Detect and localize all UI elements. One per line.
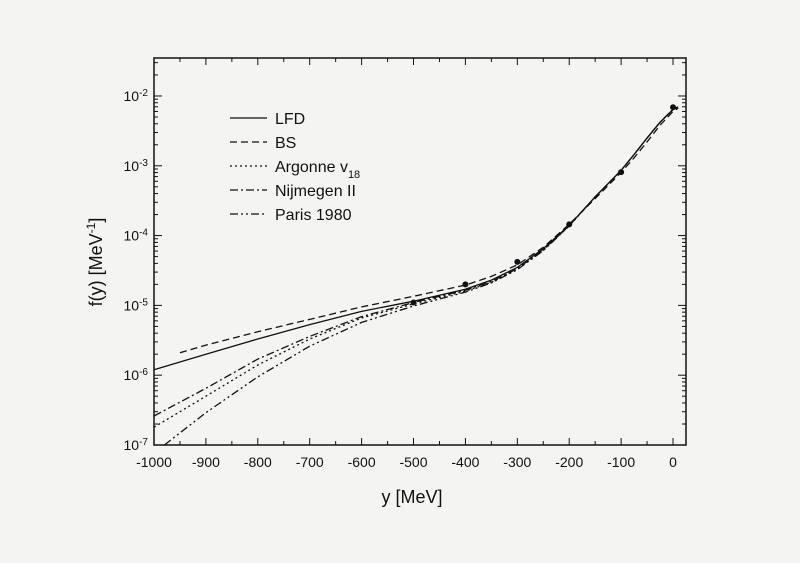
data-point: [462, 281, 469, 288]
data-points: [410, 104, 677, 306]
y-axis-title: f(y) [MeV-1]: [84, 218, 106, 307]
legend-label-text: LFD: [275, 111, 305, 128]
x-tick-label: -500: [399, 454, 427, 470]
x-tick-label: -700: [296, 454, 324, 470]
y-tick-exponent: -5: [139, 297, 148, 308]
series-line-1: [153, 106, 679, 371]
x-axis: -1000 -900 -800 -700 -600 -500 -400 -300 -200 -10…: [136, 58, 677, 470]
x-tick-label: -400: [451, 454, 479, 470]
y-tick-label: 10-5: [124, 297, 149, 314]
legend-label-text: BS: [275, 135, 296, 152]
series-lines: [153, 106, 679, 446]
y-tick-base: 10: [124, 297, 140, 313]
x-tick-label: 0: [669, 454, 677, 470]
data-point: [410, 299, 417, 306]
legend-label-1: LFD: [275, 111, 305, 128]
x-tick-label: -900: [192, 454, 220, 470]
y-tick-exponent: -6: [139, 367, 148, 378]
y-tick-label: 10-7: [124, 437, 149, 454]
legend-label-3: Argonne v18: [275, 159, 360, 181]
data-point: [514, 258, 521, 265]
y-tick-exponent: -4: [139, 227, 148, 238]
legend-label-4: Nijmegen II: [275, 183, 356, 200]
y-tick-base: 10: [124, 88, 140, 104]
y-tick-exponent: -3: [139, 157, 148, 168]
y-tick-label: 10-6: [124, 367, 149, 384]
y-axis-title-main: f(y) [MeV: [86, 233, 106, 306]
x-tick-label: -100: [607, 454, 635, 470]
y-axis-title-close: ]: [86, 218, 106, 223]
y-tick-label: 10-2: [124, 87, 149, 104]
legend-label-5: Paris 1980: [275, 207, 352, 224]
data-point: [618, 169, 625, 176]
y-tick-exponent: -7: [139, 437, 148, 448]
legend-label-text: Nijmegen II: [275, 183, 356, 200]
series-line-2: [179, 107, 679, 354]
data-point: [670, 104, 677, 111]
series-line-3: [153, 106, 679, 428]
legend-label-subscript: 18: [348, 169, 360, 181]
x-tick-label: -600: [348, 454, 376, 470]
y-tick-base: 10: [124, 228, 140, 244]
plot-frame: [153, 57, 687, 446]
x-tick-label: -200: [555, 454, 583, 470]
y-tick-label: 10-4: [124, 227, 149, 244]
y-tick-base: 10: [124, 158, 140, 174]
y-axis-title-exponent: -1: [84, 222, 98, 233]
data-point: [566, 221, 573, 228]
x-tick-label: -800: [244, 454, 272, 470]
series-line-4: [153, 106, 679, 417]
legend: LFD BS Argonne v18 Nijmegen II Paris 1980: [230, 111, 360, 224]
y-tick-exponent: -2: [139, 87, 148, 98]
legend-label-text: Paris 1980: [275, 207, 352, 224]
y-tick-label: 10-3: [124, 157, 149, 174]
y-tick-base: 10: [124, 437, 140, 453]
y-tick-base: 10: [124, 367, 140, 383]
series-line-5: [164, 106, 679, 446]
legend-label-text: Argonne v: [275, 159, 348, 176]
x-axis-title: y [MeV]: [381, 487, 442, 507]
y-axis: 10-710-610-510-410-310-2: [124, 62, 686, 454]
x-tick-label: -1000: [136, 454, 172, 470]
legend-label-2: BS: [275, 135, 296, 152]
x-tick-label: -300: [503, 454, 531, 470]
